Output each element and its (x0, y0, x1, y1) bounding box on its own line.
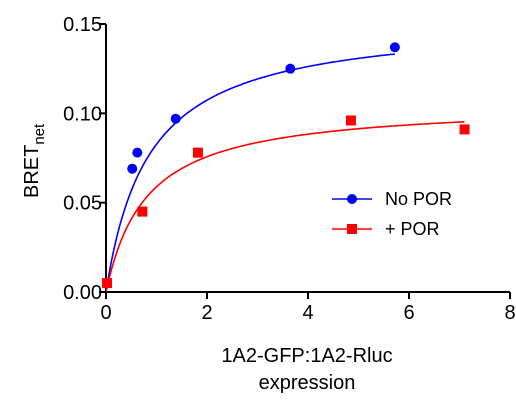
y-axis-label-subscript: net (31, 123, 48, 145)
data-point (132, 147, 143, 158)
x-axis-label: 1A2-GFP:1A2-Rluc (221, 345, 392, 367)
y-tick-label: 0.10 (63, 103, 102, 125)
x-tick-label: 4 (302, 302, 313, 324)
x-tick-label: 0 (100, 302, 111, 324)
legend-marker (347, 194, 357, 204)
axes (105, 24, 510, 293)
data-point (459, 124, 470, 135)
y-tick-label: 0.15 (63, 14, 102, 36)
x-tick-label: 2 (201, 302, 212, 324)
data-points (102, 42, 470, 289)
fit-curve (105, 121, 465, 293)
x-tick-label: 6 (403, 302, 414, 324)
data-point (192, 147, 203, 158)
data-point (170, 113, 181, 124)
y-tick-label: 0.05 (63, 193, 102, 215)
legend-label: + POR (385, 219, 440, 239)
data-point (389, 42, 400, 53)
x-tick-label: 8 (504, 302, 515, 324)
fit-curve (105, 53, 395, 293)
ticks: 0 2 4 6 8 0.00 0.05 0.10 0.15 (63, 14, 516, 324)
fit-curves (105, 53, 465, 293)
legend-label: No POR (385, 189, 452, 209)
data-point (285, 63, 296, 74)
data-point (102, 278, 113, 289)
data-point (127, 163, 138, 174)
x-axis-label-line2: expression (259, 372, 356, 394)
y-tick-label: 0.00 (63, 282, 102, 304)
data-point (345, 115, 356, 126)
legend: No POR + POR (332, 189, 452, 239)
y-axis-label-main: BRET (21, 145, 43, 198)
legend-marker (347, 224, 357, 234)
data-point (137, 206, 148, 217)
y-axis-label: BRETnet (21, 123, 48, 198)
